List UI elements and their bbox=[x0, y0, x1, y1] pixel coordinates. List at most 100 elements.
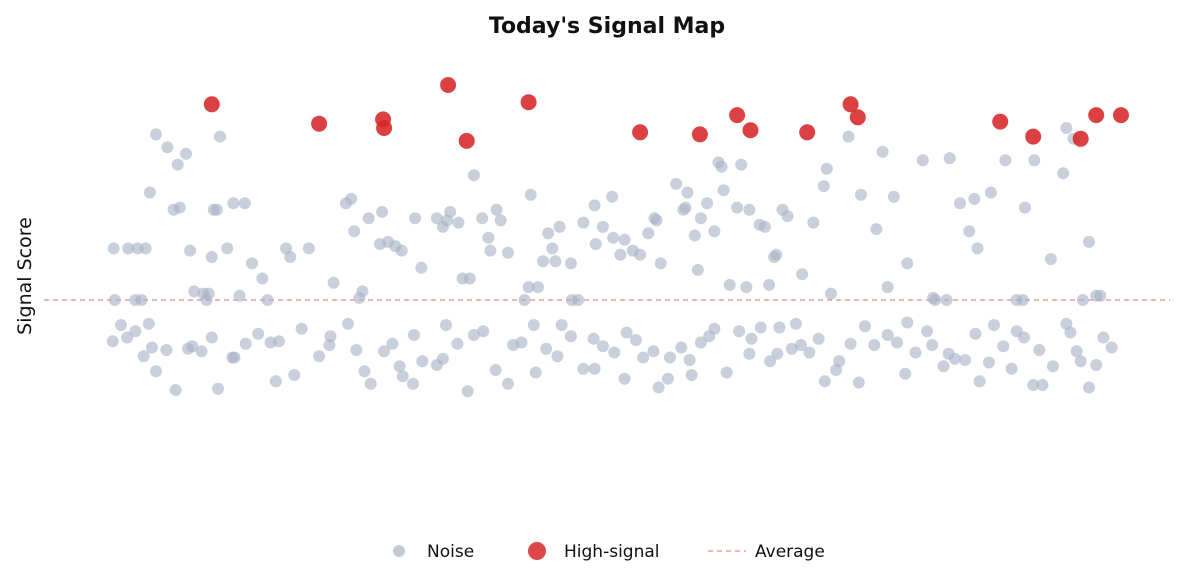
noise-point bbox=[789, 317, 802, 330]
noise-point bbox=[954, 197, 966, 210]
high-signal-point bbox=[311, 115, 328, 132]
noise-point bbox=[973, 375, 986, 388]
noise-point bbox=[551, 350, 564, 363]
noise-point bbox=[937, 360, 950, 373]
noise-point bbox=[971, 242, 984, 255]
noise-point bbox=[214, 130, 226, 143]
noise-point bbox=[577, 362, 590, 375]
noise-point bbox=[926, 339, 939, 351]
noise-point bbox=[984, 186, 997, 199]
noise-point bbox=[440, 319, 452, 331]
noise-point bbox=[650, 214, 663, 227]
noise-point bbox=[188, 285, 201, 298]
noise-point bbox=[825, 287, 837, 300]
legend-noise-label: Noise bbox=[427, 542, 474, 562]
high-signal-point bbox=[458, 132, 475, 149]
noise-point bbox=[415, 261, 428, 274]
noise-point bbox=[795, 339, 807, 351]
noise-point bbox=[386, 337, 399, 350]
noise-point bbox=[467, 329, 480, 341]
noise-point bbox=[184, 244, 197, 257]
noise-point bbox=[588, 362, 601, 375]
noise-point bbox=[1083, 235, 1095, 248]
noise-point bbox=[781, 210, 794, 223]
noise-point bbox=[670, 177, 683, 190]
noise-point bbox=[186, 340, 199, 353]
noise-point bbox=[549, 255, 562, 268]
noise-point bbox=[1057, 167, 1070, 180]
noise-point bbox=[916, 154, 929, 167]
high-signal-point bbox=[1113, 107, 1129, 124]
noise-point bbox=[1074, 355, 1087, 368]
noise-point bbox=[675, 341, 688, 354]
noise-point bbox=[121, 331, 134, 344]
noise-point bbox=[596, 220, 609, 233]
noise-point bbox=[137, 350, 150, 363]
noise-point bbox=[553, 220, 566, 233]
noise-point bbox=[477, 325, 490, 338]
noise-point bbox=[139, 242, 152, 255]
noise-point bbox=[701, 197, 714, 210]
noise-point bbox=[803, 346, 816, 359]
noise-point bbox=[785, 342, 798, 355]
noise-point bbox=[901, 316, 914, 329]
noise-point bbox=[899, 367, 912, 380]
noise-point bbox=[173, 201, 186, 214]
noise-point bbox=[1019, 201, 1031, 214]
noise-point bbox=[350, 344, 363, 356]
legend: Noise High-signal Average bbox=[393, 542, 825, 562]
high-signal-point bbox=[799, 124, 816, 141]
noise-point bbox=[1027, 379, 1040, 391]
noise-point bbox=[288, 369, 301, 381]
noise-point bbox=[959, 354, 972, 366]
noise-point bbox=[356, 285, 369, 298]
high-signal-point bbox=[842, 96, 859, 113]
high-signal-point bbox=[1072, 130, 1089, 147]
noise-point bbox=[982, 356, 995, 369]
noise-point bbox=[202, 287, 215, 300]
noise-point bbox=[135, 294, 148, 306]
noise-point bbox=[160, 344, 173, 356]
high-signal-point bbox=[203, 96, 220, 113]
noise-point bbox=[342, 317, 354, 330]
noise-point bbox=[210, 203, 223, 216]
noise-point bbox=[969, 327, 982, 340]
noise-point bbox=[868, 339, 881, 351]
noise-point bbox=[652, 381, 665, 394]
noise-point bbox=[256, 272, 269, 285]
noise-point bbox=[743, 347, 756, 360]
noise-point bbox=[408, 329, 420, 341]
noise-series bbox=[106, 122, 1118, 398]
noise-point bbox=[681, 186, 694, 199]
noise-point bbox=[807, 216, 820, 229]
noise-point bbox=[489, 364, 502, 376]
noise-point bbox=[272, 335, 285, 348]
noise-point bbox=[529, 366, 542, 379]
noise-point bbox=[564, 257, 577, 270]
noise-point bbox=[1016, 294, 1029, 306]
noise-point bbox=[396, 370, 409, 383]
noise-point bbox=[284, 251, 297, 263]
noise-point bbox=[129, 325, 142, 338]
noise-point bbox=[327, 276, 340, 289]
noise-point bbox=[637, 351, 650, 364]
noise-point bbox=[876, 145, 889, 158]
noise-point bbox=[968, 192, 981, 205]
noise-point bbox=[518, 294, 531, 306]
noise-point bbox=[195, 345, 208, 358]
noise-point bbox=[891, 336, 903, 349]
noise-point bbox=[107, 242, 120, 255]
noise-point bbox=[740, 281, 753, 294]
noise-point bbox=[685, 369, 698, 381]
noise-point bbox=[881, 281, 894, 294]
noise-point bbox=[647, 345, 660, 358]
noise-point bbox=[1090, 359, 1103, 371]
noise-point bbox=[1060, 122, 1073, 134]
noise-point bbox=[999, 154, 1012, 167]
noise-point bbox=[393, 360, 406, 373]
noise-point bbox=[451, 337, 464, 350]
noise-point bbox=[620, 326, 633, 339]
noise-point bbox=[1083, 381, 1095, 394]
noise-point bbox=[444, 205, 457, 218]
noise-point bbox=[212, 382, 224, 395]
